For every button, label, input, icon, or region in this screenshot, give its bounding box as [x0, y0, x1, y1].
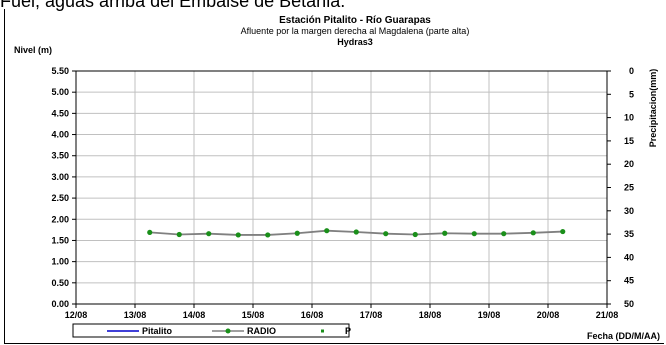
plot-area-border [75, 70, 608, 305]
y-tick-label: 2.00 [51, 214, 69, 224]
chart-subtitle-2: Hydras3 [337, 37, 373, 47]
chart-title: Estación Pitalito - Río Guarapas [279, 15, 431, 26]
y2-tick-label: 50 [624, 299, 634, 309]
y2-axis-ticks: 0 5 10 15 20 25 30 35 40 45 50 [607, 66, 634, 309]
y-tick-label: 3.00 [51, 172, 69, 182]
x-tick-label: 15/08 [242, 310, 265, 320]
y2-tick-label: 30 [624, 206, 634, 216]
y-tick-label: 3.50 [51, 151, 69, 161]
x-tick-label: 13/08 [124, 310, 147, 320]
x-axis-ticks: 12/08 13/08 14/08 15/08 16/08 17/08 18/08 19/08… [65, 304, 619, 320]
legend-label-pitalito: Pitalito [142, 326, 173, 336]
data-point-radio [383, 231, 389, 237]
data-point-radio [353, 229, 359, 235]
y-tick-label: 1.50 [51, 235, 69, 245]
y2-tick-label: 0 [629, 66, 634, 76]
y2-axis-label: Precipitacion(mm) [648, 69, 658, 148]
y-tick-label: 0.50 [51, 278, 69, 288]
data-point-radio [324, 228, 330, 234]
x-tick-label: 17/08 [360, 310, 383, 320]
series-layer [147, 228, 566, 238]
data-point-radio [530, 230, 536, 236]
data-point-radio [442, 230, 448, 236]
y-axis-label: Nivel (m) [14, 45, 52, 55]
data-point-radio [235, 232, 241, 238]
y-tick-label: 2.50 [51, 193, 69, 203]
y2-tick-label: 45 [624, 276, 634, 286]
y-tick-label: 4.50 [51, 108, 69, 118]
y-tick-label: 5.00 [51, 87, 69, 97]
y-axis-ticks: 0.00 0.50 1.00 1.50 2.00 2.50 3.00 3.50 4.00 4.50… [51, 66, 76, 309]
y2-tick-label: 10 [624, 113, 634, 123]
legend-box [72, 323, 350, 338]
x-tick-label: 14/08 [183, 310, 206, 320]
data-point-radio [412, 231, 418, 238]
x-axis-label: Fecha (DD/M/AA) [587, 331, 660, 341]
x-tick-label: 21/08 [596, 310, 619, 320]
data-point-radio [265, 232, 271, 238]
y2-tick-label: 35 [624, 229, 634, 239]
y2-tick-label: 5 [629, 89, 634, 99]
y-tick-label: 1.00 [51, 257, 69, 267]
y2-tick-label: 20 [624, 159, 634, 169]
x-tick-label: 20/08 [537, 310, 560, 320]
x-tick-label: 12/08 [65, 310, 88, 320]
grid-lines [76, 71, 607, 304]
x-tick-label: 19/08 [478, 310, 501, 320]
data-point-radio [206, 231, 212, 237]
y2-tick-label: 15 [624, 136, 634, 146]
y-tick-label: 0.00 [51, 299, 69, 309]
legend-marker-p [321, 329, 324, 333]
chart-subtitle: Afluente por la margen derecha al Magdal… [241, 26, 470, 36]
legend-label-p: P [345, 326, 351, 336]
data-point-radio [560, 228, 566, 235]
data-point-radio [176, 231, 182, 238]
data-point-radio [147, 229, 153, 236]
x-tick-label: 16/08 [301, 310, 324, 320]
legend-label-radio: RADIO [247, 326, 276, 336]
data-point-radio [471, 231, 477, 237]
y-tick-label: 5.50 [51, 66, 69, 76]
legend: Pitalito RADIO P [72, 323, 351, 338]
data-point-radio [501, 231, 507, 237]
legend-marker-radio [225, 328, 231, 334]
data-point-radio [294, 230, 300, 236]
y2-tick-label: 25 [624, 183, 634, 193]
chart-frame [4, 9, 664, 344]
y2-tick-label: 40 [624, 252, 634, 262]
y-tick-label: 4.00 [51, 130, 69, 140]
x-tick-label: 18/08 [419, 310, 442, 320]
page-caption: Fuel, aguas arriba del Embalse de Betani… [0, 0, 346, 11]
